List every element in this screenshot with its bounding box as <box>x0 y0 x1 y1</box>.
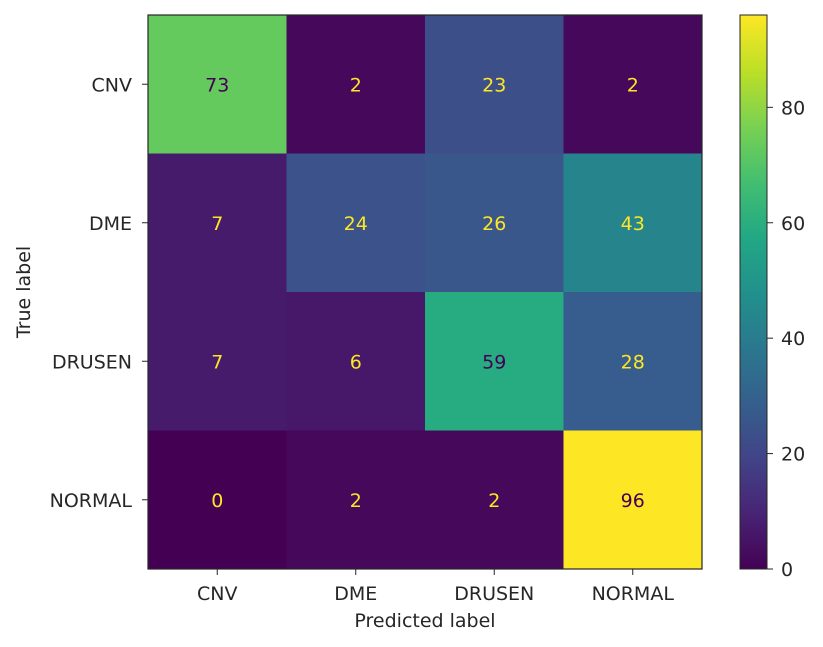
cell-value-label: 73 <box>205 74 229 96</box>
x-tick-labels: CNV DME DRUSEN NORMAL <box>197 569 674 605</box>
y-tick-labels: CNV DME DRUSEN NORMAL <box>50 74 148 512</box>
colorbar-ticks: 0 20 40 60 80 <box>767 97 805 581</box>
cell-value-label: 7 <box>211 213 223 235</box>
heatmap-cell <box>286 292 426 431</box>
cell-value-label: 2 <box>350 74 362 96</box>
y-tick-label: NORMAL <box>50 490 133 512</box>
y-axis-label: True label <box>13 246 35 339</box>
heatmap-cell <box>286 15 426 154</box>
cell-value-label: 6 <box>350 351 362 373</box>
heatmap-cell <box>148 15 287 154</box>
cell-value-label: 2 <box>350 490 362 512</box>
heatmap-cell <box>563 15 703 154</box>
cell-value-label: 24 <box>344 213 368 235</box>
heatmap-cell <box>425 153 564 293</box>
colorbar-tick-label: 20 <box>781 444 805 466</box>
heatmap-cell <box>563 153 703 293</box>
cell-value-label: 28 <box>621 351 645 373</box>
x-axis-label: Predicted label <box>354 610 495 632</box>
heatmap-cell <box>425 15 564 154</box>
cell-value-label: 59 <box>482 351 506 373</box>
heatmap-cell <box>425 430 564 570</box>
x-tick-label: DRUSEN <box>454 583 534 605</box>
heatmap-cells <box>148 15 703 570</box>
heatmap-cell <box>563 292 703 431</box>
y-tick-label: CNV <box>92 74 132 96</box>
cell-value-label: 7 <box>211 351 223 373</box>
colorbar <box>739 14 768 570</box>
plot-frame <box>147 14 703 570</box>
colorbar-tick-label: 80 <box>781 97 805 119</box>
x-tick-label: NORMAL <box>592 583 675 605</box>
cell-value-label: 0 <box>211 490 223 512</box>
y-tick-label: DRUSEN <box>52 351 132 373</box>
heatmap-cell <box>148 430 287 570</box>
x-tick-label: DME <box>334 583 377 605</box>
heatmap-cell <box>425 292 564 431</box>
cell-value-labels: 73 2 23 2 7 24 26 43 7 6 59 28 0 2 2 96 <box>205 74 645 512</box>
cell-value-label: 23 <box>482 74 506 96</box>
cell-value-label: 2 <box>627 74 639 96</box>
heatmap-cell <box>148 292 287 431</box>
heatmap-cell <box>563 430 703 570</box>
heatmap-cell <box>148 153 287 293</box>
cell-value-label: 96 <box>621 490 645 512</box>
y-tick-label: DME <box>89 213 132 235</box>
cell-value-label: 43 <box>621 213 645 235</box>
cell-value-label: 26 <box>482 213 506 235</box>
colorbar-tick-label: 60 <box>781 213 805 235</box>
x-tick-label: CNV <box>197 583 237 605</box>
cell-value-label: 2 <box>488 490 500 512</box>
colorbar-tick-label: 0 <box>781 559 793 581</box>
heatmap-cell <box>286 153 426 293</box>
colorbar-tick-label: 40 <box>781 328 805 350</box>
heatmap-cell <box>286 430 426 570</box>
